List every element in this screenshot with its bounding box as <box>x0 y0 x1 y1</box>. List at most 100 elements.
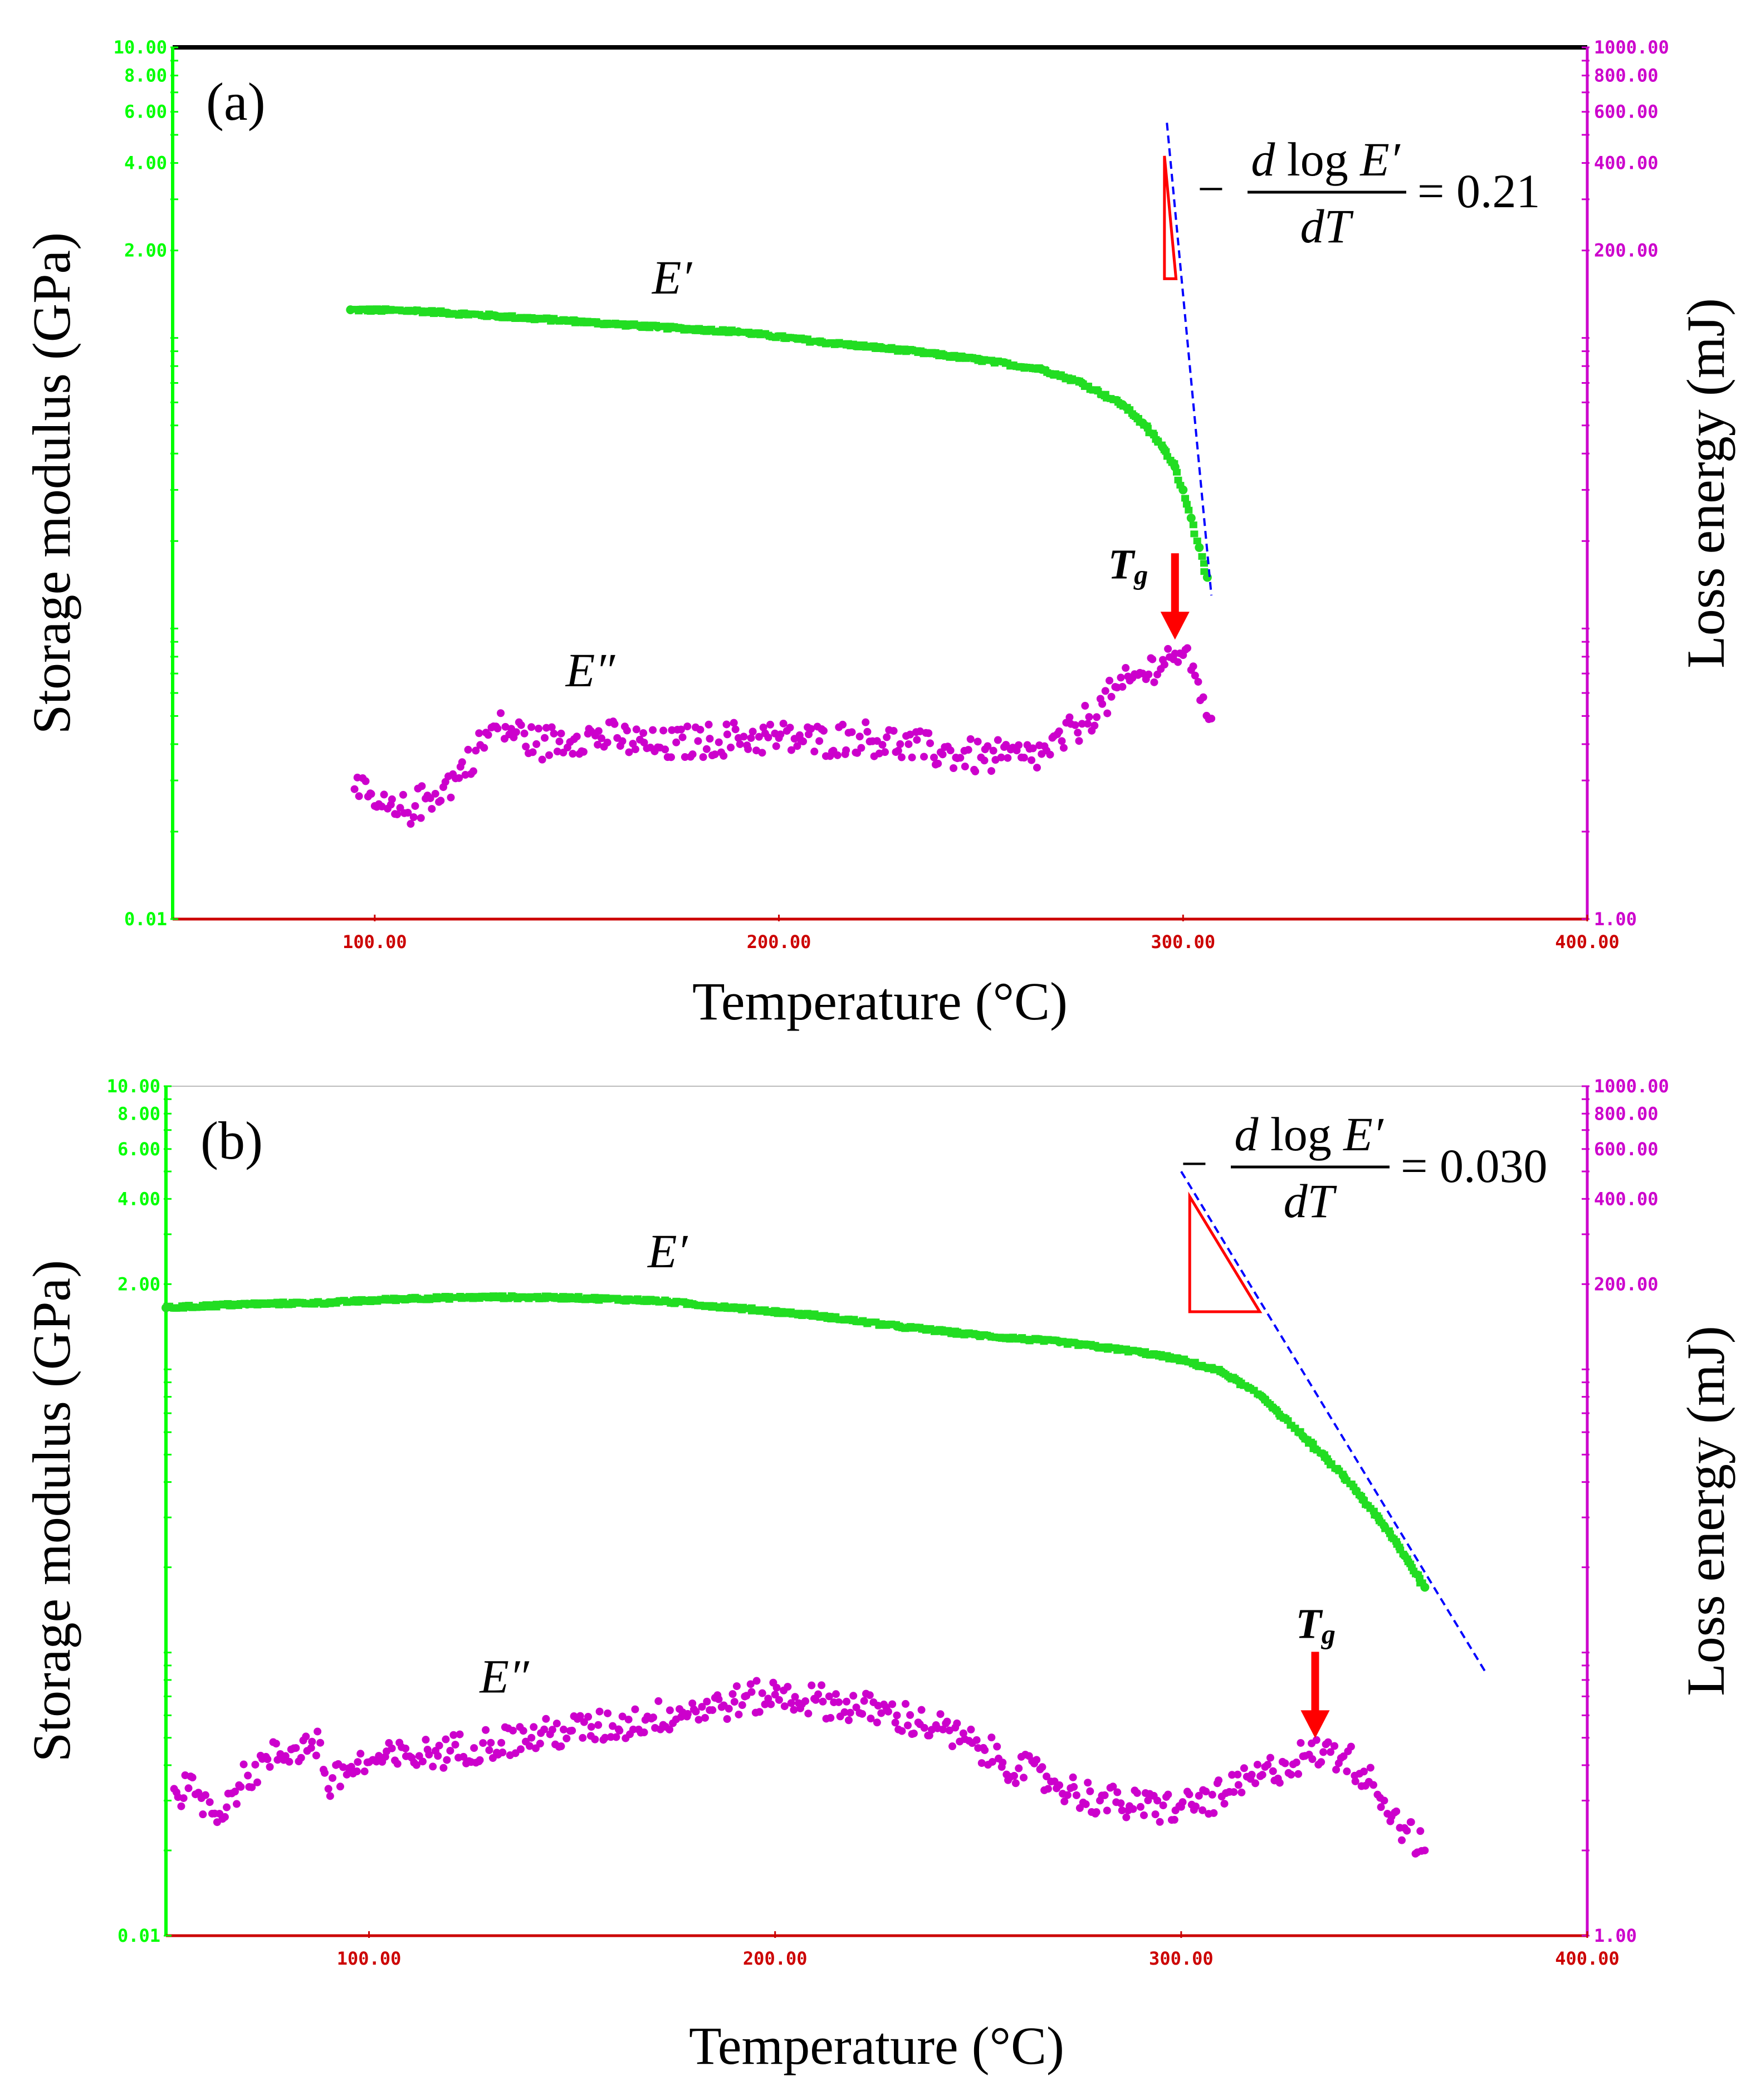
data-point <box>188 1774 197 1782</box>
tg-symbol: T <box>1108 541 1136 588</box>
slope-equation: −d log E′dT= 0.030 <box>1181 1107 1548 1228</box>
data-point <box>1200 568 1209 575</box>
data-point <box>545 751 554 759</box>
data-point <box>723 1715 731 1723</box>
data-point <box>548 1726 556 1734</box>
data-point <box>881 748 889 756</box>
data-point <box>1369 1781 1377 1789</box>
right-tick-label: 200.00 <box>1594 240 1659 261</box>
data-point <box>1122 1813 1131 1821</box>
data-point <box>744 745 752 753</box>
data-point <box>527 723 536 731</box>
left-tick-label: 6.00 <box>124 101 167 123</box>
data-point <box>525 1742 534 1750</box>
chart-panel-a: 10.00 8.00 6.00 4.00 2.00 0.01 1000.00 800.00 60… <box>22 37 1735 1031</box>
left-axis-title: Storage modulus (GPa) <box>22 1260 81 1762</box>
data-point <box>1070 1782 1078 1791</box>
data-point <box>755 732 763 741</box>
data-point <box>984 742 992 750</box>
data-point <box>1028 756 1036 764</box>
data-point <box>609 1722 617 1730</box>
data-point <box>953 1719 961 1727</box>
data-point <box>884 1707 892 1716</box>
data-point <box>393 1760 402 1768</box>
data-point <box>388 795 396 803</box>
data-point <box>1103 709 1112 717</box>
data-point <box>1253 1760 1261 1769</box>
data-point <box>579 1733 587 1742</box>
data-point <box>1269 1767 1277 1775</box>
data-point <box>1189 662 1197 671</box>
data-point <box>858 1710 867 1718</box>
right-tick-label: 400.00 <box>1594 1188 1659 1209</box>
data-point <box>791 1693 799 1701</box>
data-point <box>191 1790 199 1799</box>
data-point <box>1181 495 1190 502</box>
data-point <box>459 1752 468 1761</box>
right-tick-label: 400.00 <box>1594 153 1659 174</box>
data-point <box>1164 644 1172 653</box>
data-point <box>485 1746 493 1754</box>
data-point <box>746 1680 755 1688</box>
data-point <box>618 737 627 745</box>
data-point <box>603 738 612 746</box>
right-tick-label: 800.00 <box>1594 65 1659 86</box>
data-point <box>999 1759 1007 1767</box>
data-point <box>1281 1759 1289 1767</box>
data-point <box>623 726 631 735</box>
data-point <box>1107 692 1116 701</box>
data-point <box>248 1783 256 1791</box>
data-point <box>1109 1782 1117 1791</box>
data-point <box>339 1763 348 1771</box>
data-point <box>1326 1748 1334 1756</box>
data-point <box>1192 1803 1200 1811</box>
data-point <box>946 746 955 755</box>
right-tick-label: 600.00 <box>1594 1139 1659 1160</box>
data-point <box>1002 741 1010 749</box>
data-point <box>639 729 648 738</box>
data-point <box>516 1745 525 1754</box>
data-point <box>479 1739 487 1747</box>
data-point <box>977 1759 986 1767</box>
data-point <box>889 727 898 735</box>
left-axis-title: Storage modulus (GPa) <box>22 232 81 734</box>
tg-subscript: g <box>1133 559 1148 590</box>
data-point <box>1251 1779 1260 1788</box>
data-point <box>840 1708 849 1716</box>
data-point <box>842 746 850 754</box>
data-point <box>1356 1770 1364 1778</box>
equation-minus: − <box>1197 162 1225 216</box>
data-point <box>361 777 370 785</box>
x-tick-label: 100.00 <box>343 931 407 953</box>
data-point <box>435 1741 443 1750</box>
data-point <box>647 1715 656 1723</box>
data-point <box>1416 1827 1425 1835</box>
data-point <box>1113 683 1121 692</box>
data-point <box>1015 741 1023 749</box>
data-point <box>678 733 687 741</box>
x-tick-label: 200.00 <box>747 931 811 953</box>
data-point <box>839 720 847 729</box>
data-point <box>939 1725 947 1733</box>
data-point <box>1337 1754 1345 1762</box>
data-point <box>1198 553 1206 560</box>
data-point <box>1296 1429 1304 1437</box>
data-point <box>1038 1763 1046 1771</box>
data-point <box>281 1752 290 1760</box>
data-point <box>989 746 997 755</box>
data-point <box>469 767 477 775</box>
data-point <box>1117 673 1125 682</box>
data-point <box>480 744 488 752</box>
data-point <box>184 1784 193 1793</box>
data-point <box>767 1700 775 1708</box>
x-axis-title: Temperature (°C) <box>689 2016 1064 2075</box>
data-point <box>555 738 564 746</box>
data-point <box>776 730 785 739</box>
data-point <box>855 732 864 741</box>
data-point <box>314 1727 322 1736</box>
data-point <box>482 1726 490 1734</box>
data-point <box>1234 1781 1243 1789</box>
data-point <box>529 748 537 756</box>
data-point <box>1266 1754 1274 1762</box>
data-point <box>801 1697 810 1705</box>
